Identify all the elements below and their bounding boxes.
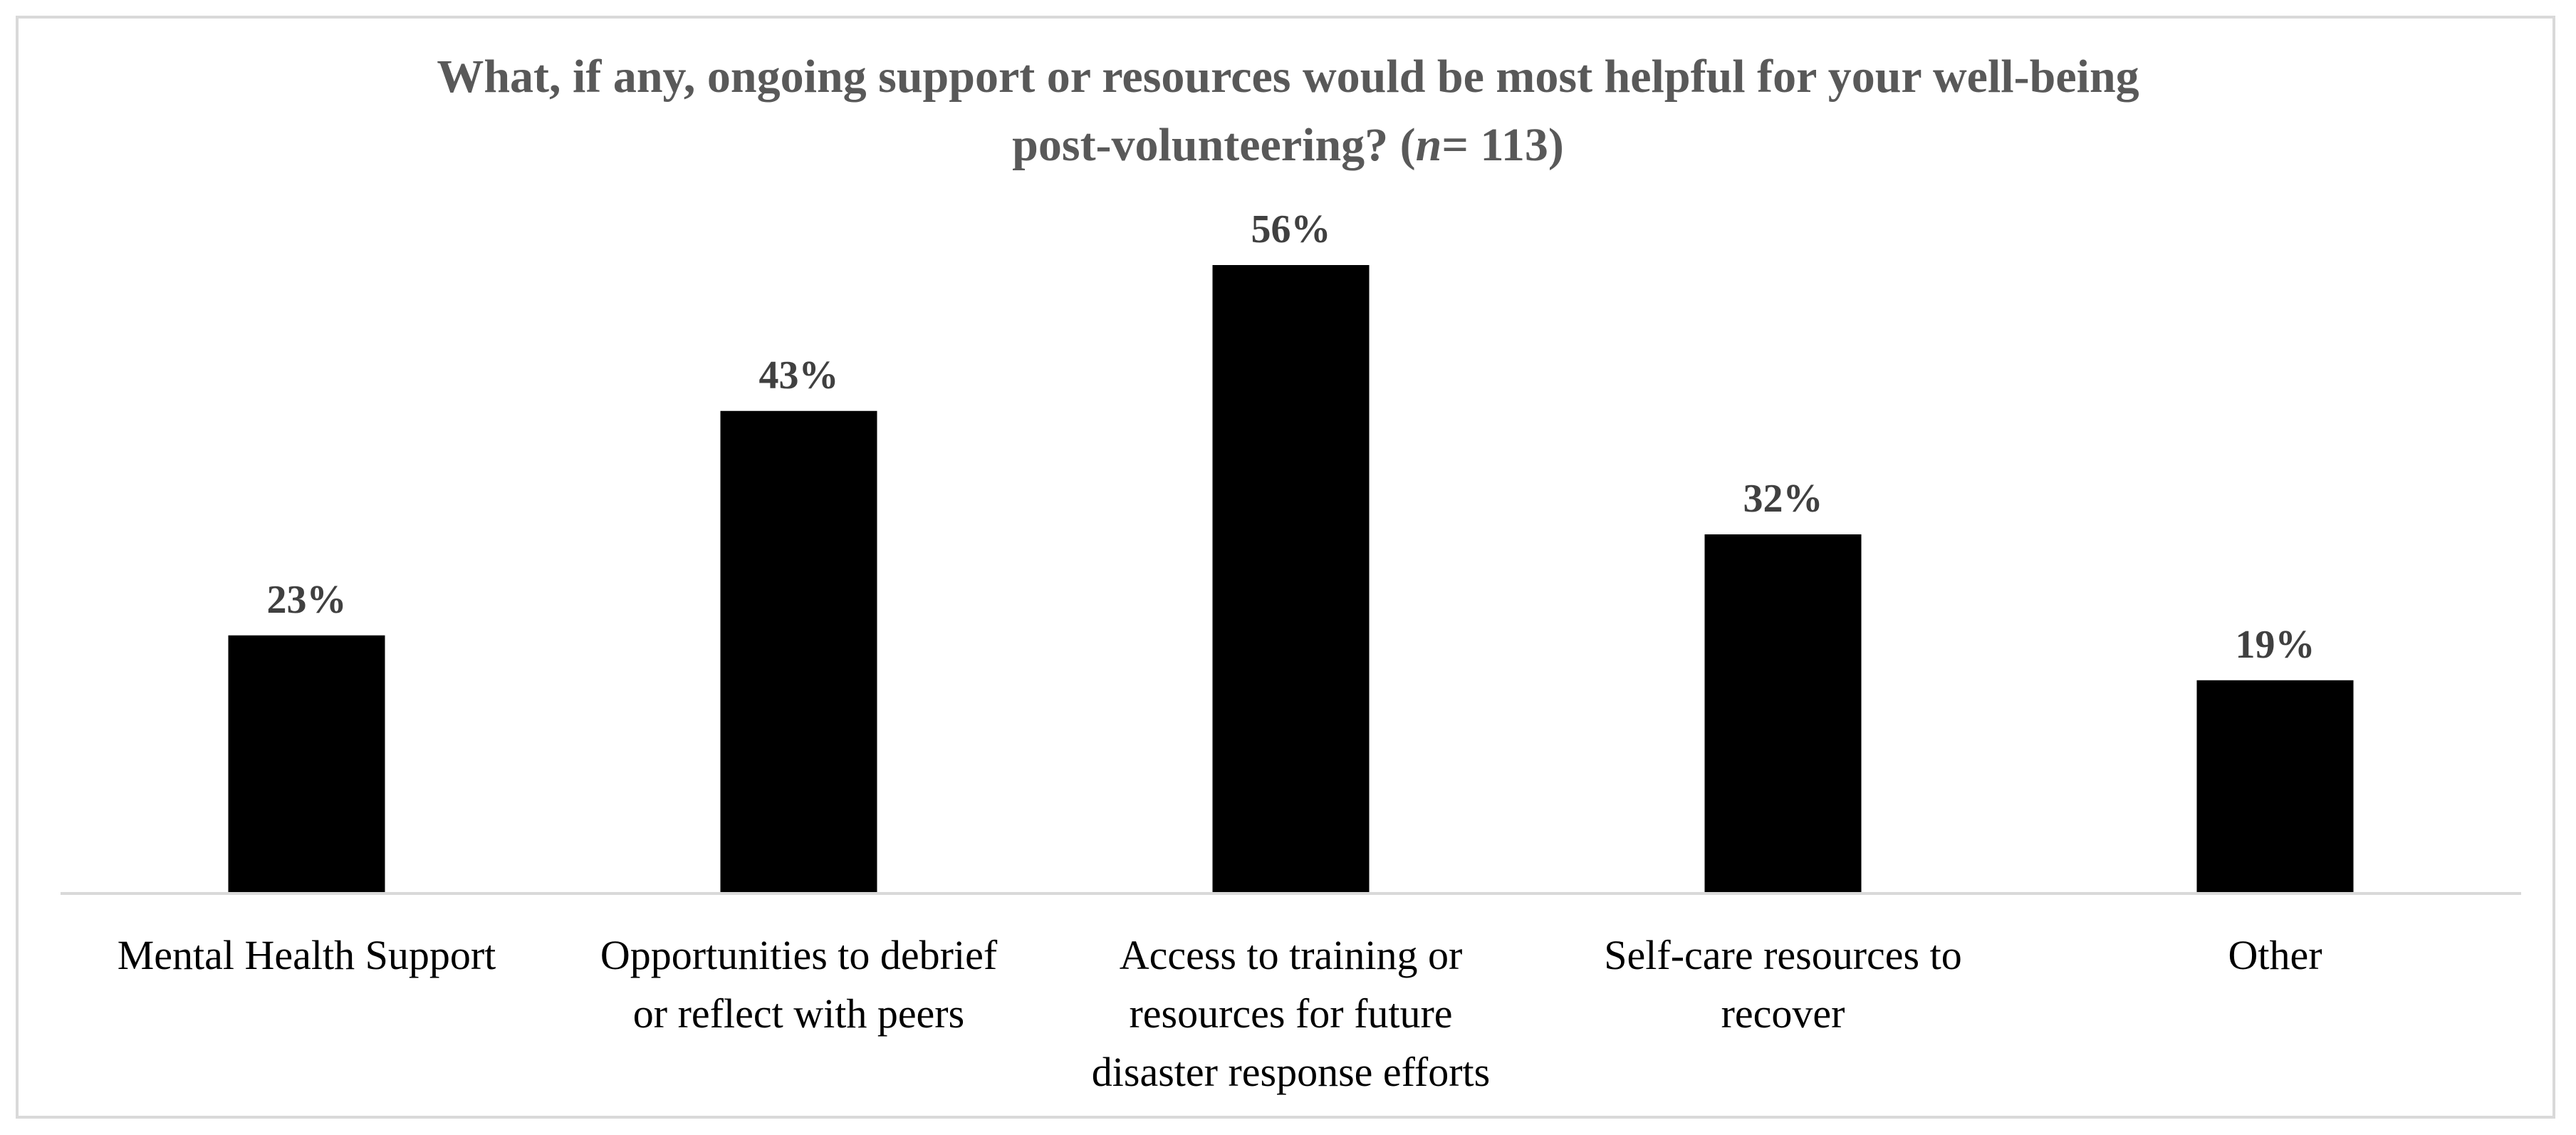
chart-title-line-2-pre: post-volunteering? ( [1012,119,1416,171]
category-label-line: recover [1721,990,1845,1037]
chart-title-line-2-post: = 113) [1441,119,1564,171]
category-label-2: Opportunities to debrief or reflect with … [550,926,1048,1043]
chart-title-line-1: What, if any, ongoing support or resourc… [437,51,2139,103]
category-label-5: Other [2026,926,2525,985]
data-labels-group: 23% 43% 56% 32% 19% [267,207,2315,667]
chart-title: What, if any, ongoing support or resourc… [0,43,2576,180]
chart-title-line-2: post-volunteering? (n= 113) [0,111,2576,180]
category-label-line: Access to training or [1119,932,1463,978]
category-label-line: disaster response efforts [1091,1049,1491,1095]
data-label-2: 43% [759,353,839,398]
chart-title-n: n [1415,119,1442,171]
bar-1 [228,635,385,893]
bar-2 [720,410,877,893]
category-label-line: or reflect with peers [632,990,965,1037]
bar-4 [1704,534,1862,893]
data-label-1: 23% [267,578,347,622]
bar-3 [1212,265,1370,893]
data-label-5: 19% [2236,623,2315,667]
category-label-line: Opportunities to debrief [600,932,998,978]
bar-5 [2196,680,2354,893]
category-label-3: Access to training or resources for futur… [1042,926,1540,1102]
category-label-line: Self-care resources to [1604,932,1962,978]
category-label-line: resources for future [1129,990,1453,1037]
category-label-line: Mental Health Support [117,932,496,978]
data-label-4: 32% [1743,477,1823,521]
category-label-line: Other [2228,932,2322,978]
category-label-4: Self-care resources to recover [1534,926,2033,1043]
category-label-1: Mental Health Support [58,926,556,985]
data-label-3: 56% [1251,207,1331,252]
bars-group [228,265,2354,893]
